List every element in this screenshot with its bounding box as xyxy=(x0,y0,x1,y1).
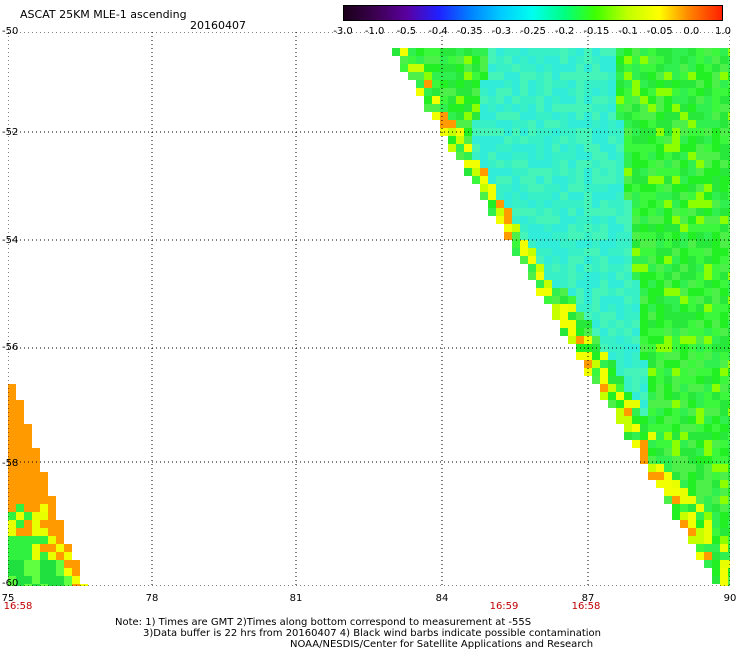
lat-label-60: -60 xyxy=(2,578,19,589)
note-line-1: Note: 1) Times are GMT 2)Times along bot… xyxy=(115,617,532,628)
colorbar-label: -0.4 xyxy=(428,26,448,37)
lat-label-56: -56 xyxy=(2,342,19,353)
colorbar-label: 0.0 xyxy=(683,26,700,37)
colorbar-label: -3.0 xyxy=(333,26,353,37)
colorbar-label: -0.5 xyxy=(396,26,417,37)
colorbar-label: -0.35 xyxy=(456,26,483,37)
lon-label-81: 81 xyxy=(289,593,303,604)
lat-label-58: -58 xyxy=(2,458,19,469)
time-label-right: 16:58 xyxy=(571,601,601,612)
colorbar xyxy=(343,5,723,21)
lat-label-52: -52 xyxy=(2,127,19,138)
colorbar-label: -0.05 xyxy=(646,26,673,37)
time-label-left: 16:58 xyxy=(3,601,33,612)
lon-label-75: 75 xyxy=(1,593,15,604)
colorbar-label: -0.3 xyxy=(491,26,512,37)
lon-label-78: 78 xyxy=(145,593,159,604)
lat-label-54: -54 xyxy=(2,235,19,246)
lon-label-87: 87 xyxy=(581,593,595,604)
lon-label-90: 90 xyxy=(723,593,737,604)
lon-label-84: 84 xyxy=(435,593,449,604)
map-date: 20160407 xyxy=(190,19,246,32)
note-line-2: 3)Data buffer is 22 hrs from 20160407 4)… xyxy=(143,628,601,639)
map-title: ASCAT 25KM MLE-1 ascending xyxy=(20,8,187,21)
colorbar-label: -1.0 xyxy=(364,26,385,37)
note-line-3: NOAA/NESDIS/Center for Satellite Applica… xyxy=(290,639,594,650)
colorbar-label: 1.0 xyxy=(715,26,731,37)
data-cells xyxy=(8,48,730,586)
gridlines xyxy=(8,32,730,586)
data-plot xyxy=(8,32,730,586)
lat-label-50: -50 xyxy=(2,26,19,37)
time-label-mid: 16:59 xyxy=(489,601,519,612)
